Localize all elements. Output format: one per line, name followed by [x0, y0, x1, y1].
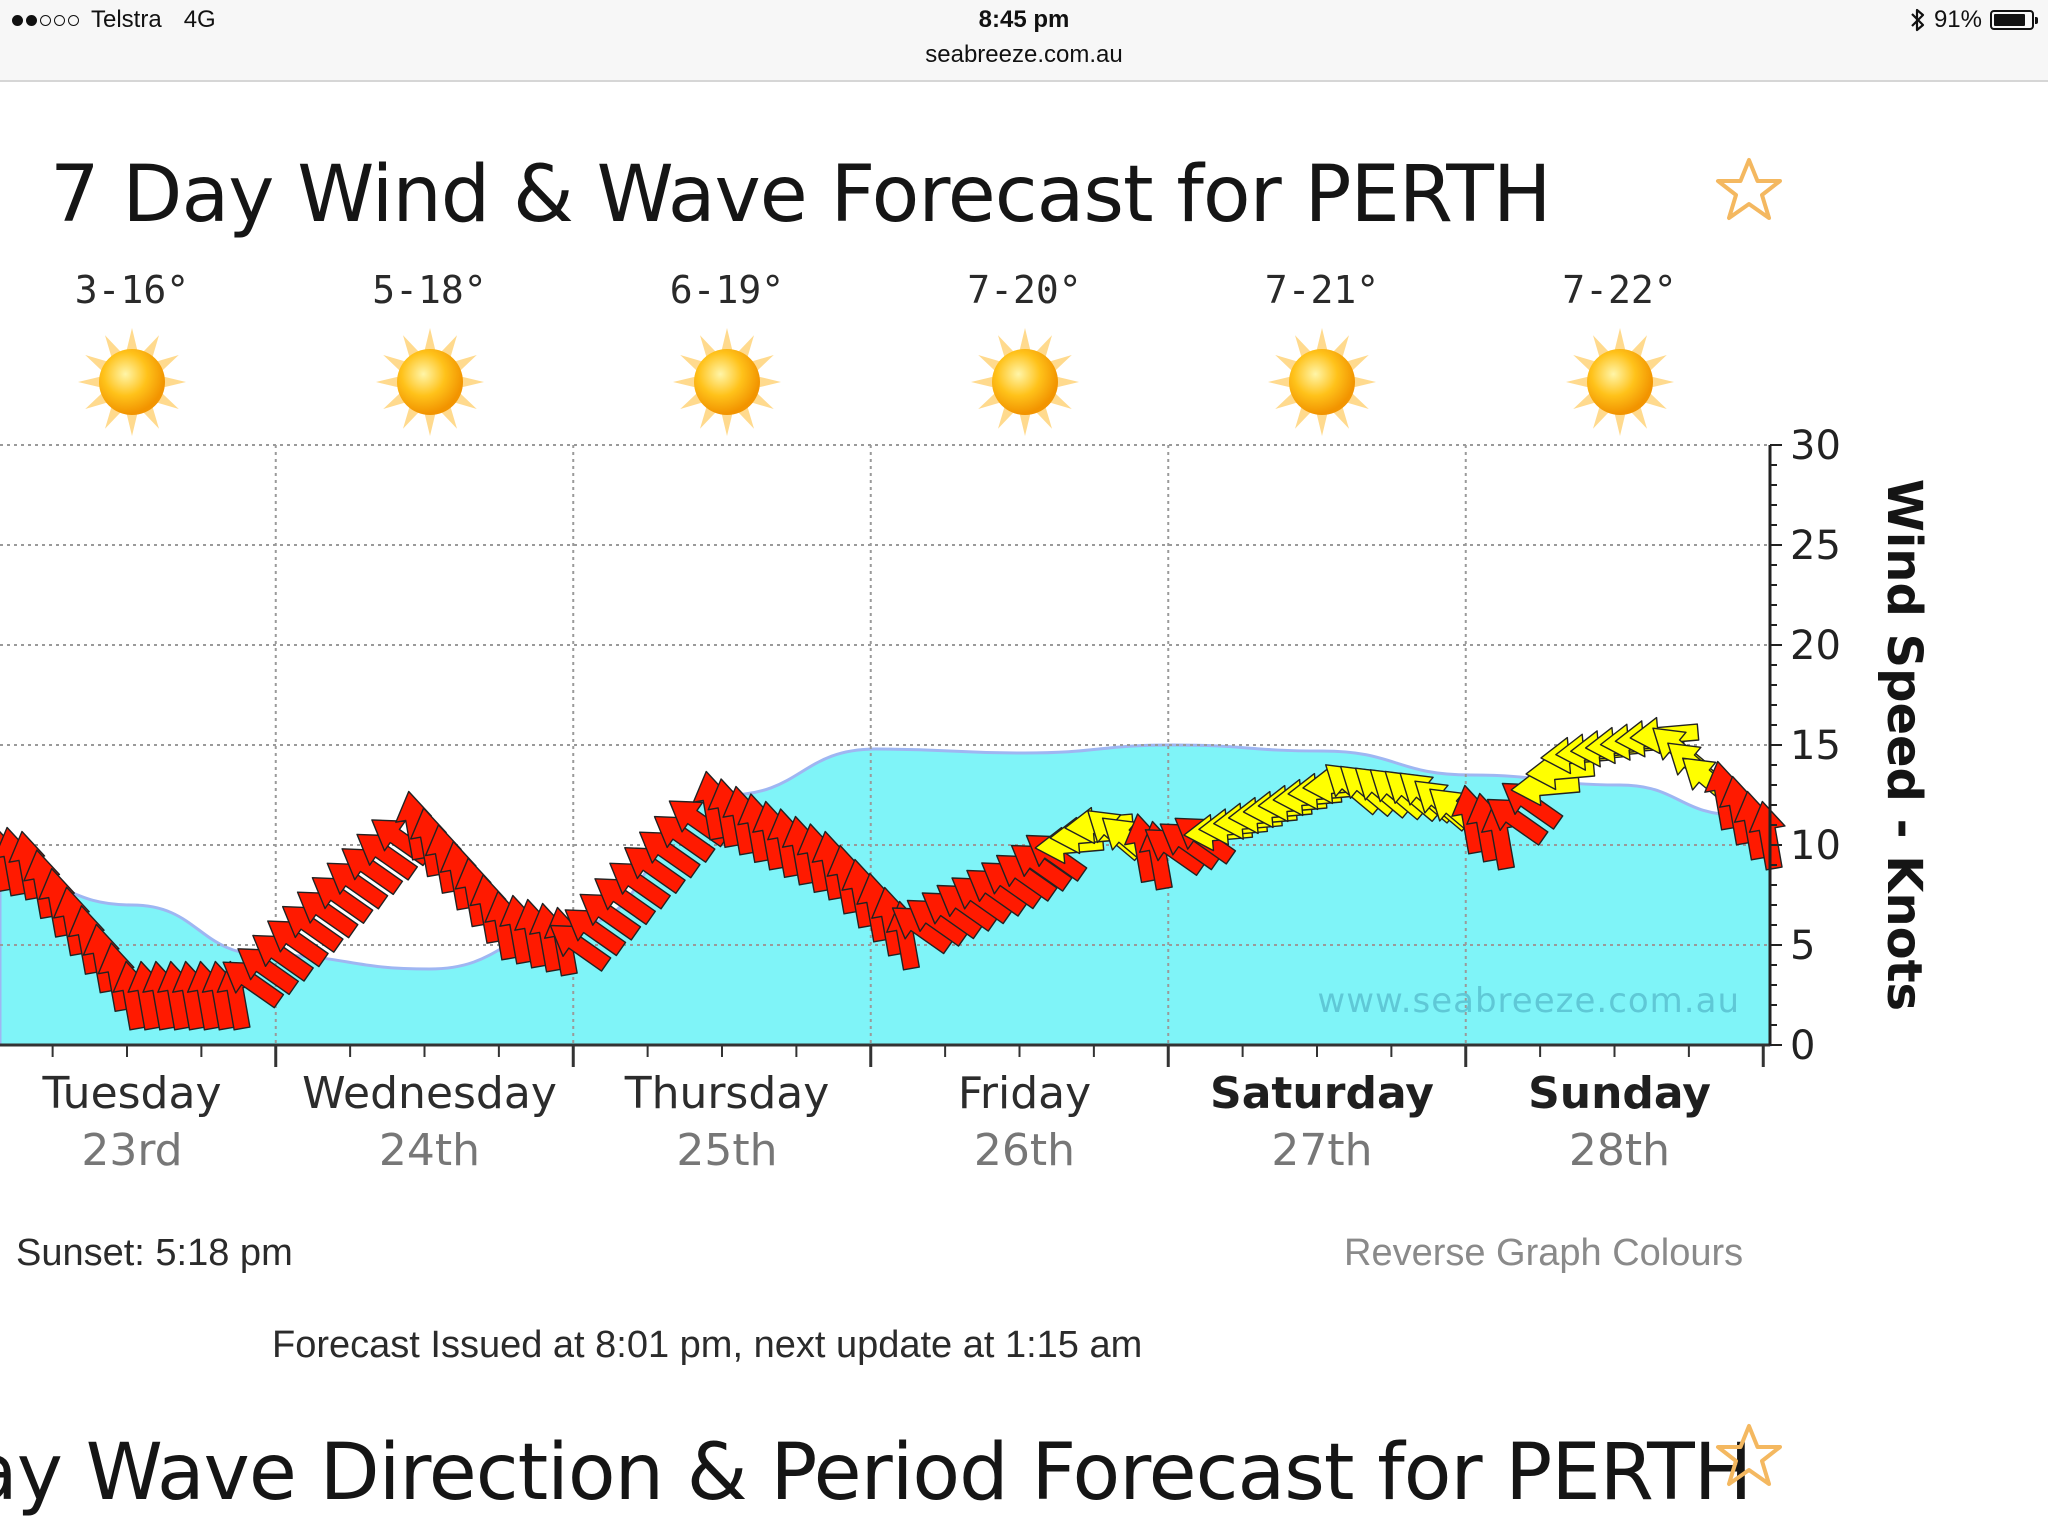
- wind-arrow: [549, 924, 612, 972]
- y-axis-label: Wind Speed - Knots: [1876, 479, 1932, 1011]
- wind-arrow: [222, 961, 285, 1009]
- day-label: Tuesday 23rd: [0, 1068, 272, 1176]
- day-date: 23rd: [81, 1125, 183, 1176]
- sunny-icon: [78, 328, 186, 436]
- wind-arrow: [1486, 798, 1549, 846]
- wind-arrow: [638, 831, 701, 879]
- y-tick-label: 20: [1790, 623, 1841, 669]
- temperature-range: 6-19°: [669, 268, 785, 312]
- day-label: Thursday 25th: [587, 1068, 867, 1176]
- wind-arrow: [341, 848, 404, 896]
- page-title: 7 Day Wind & Wave Forecast for PERTH: [50, 150, 1552, 240]
- day-name: Thursday: [624, 1068, 830, 1119]
- wind-arrow: [252, 934, 314, 982]
- wind-arrow: [237, 948, 300, 996]
- y-tick-label: 0: [1790, 1023, 1815, 1069]
- sunny-icon: [1268, 328, 1376, 436]
- temperature-range: 7-20°: [967, 268, 1082, 312]
- wind-arrows: [0, 716, 1786, 1031]
- y-tick-label: 5: [1790, 923, 1815, 969]
- wind-arrow: [609, 862, 671, 910]
- sunny-icon: [673, 328, 781, 436]
- day-date: 28th: [1568, 1125, 1671, 1176]
- y-tick-label: 25: [1790, 523, 1841, 569]
- signal-dot: [54, 14, 65, 26]
- network-type: 4G: [183, 6, 216, 33]
- wind-arrow: [995, 854, 1058, 902]
- reverse-graph-colours-link[interactable]: Reverse Graph Colours: [1344, 1232, 1744, 1274]
- sunset-time: Sunset: 5:18 pm: [16, 1232, 293, 1274]
- temperature-range: 5-18°: [372, 268, 487, 312]
- day-name: Wednesday: [302, 1068, 557, 1119]
- signal-dot: [40, 14, 51, 26]
- star-outline-icon[interactable]: [1714, 1422, 1784, 1490]
- day-label: Wednesday 24th: [290, 1068, 570, 1176]
- signal-strength-icon: [12, 14, 79, 26]
- day-label: Saturday 27th: [1182, 1068, 1462, 1176]
- wind-arrow: [653, 815, 716, 863]
- sunny-icon: [970, 328, 1079, 436]
- day-name: Tuesday: [42, 1068, 222, 1119]
- section-title-wave-direction: ay Wave Direction & Period Forecast for …: [0, 1428, 1752, 1518]
- battery-percent: 91%: [1933, 6, 1982, 33]
- wind-arrow: [296, 891, 359, 939]
- wind-arrow: [356, 833, 419, 881]
- wind-arrow: [311, 877, 374, 924]
- status-right: 91%: [1910, 6, 2038, 34]
- day-date: 26th: [973, 1125, 1076, 1176]
- forecast-issued-text: Forecast Issued at 8:01 pm, next update …: [272, 1324, 1143, 1366]
- status-bar: Telstra 4G 8:45 pm seabreeze.com.au 91%: [0, 0, 2048, 82]
- day-name: Sunday: [1528, 1068, 1711, 1119]
- day-name: Saturday: [1210, 1068, 1434, 1119]
- wind-arrow: [579, 893, 642, 941]
- wind-arrow: [564, 909, 627, 957]
- wind-arrow: [326, 862, 389, 910]
- star-outline-icon[interactable]: [1714, 156, 1784, 224]
- carrier-name: Telstra: [91, 6, 162, 33]
- wind-arrow: [624, 847, 686, 894]
- wind-arrow: [1748, 800, 1786, 871]
- day-date: 25th: [676, 1125, 778, 1176]
- temperature-range: 7-21°: [1264, 268, 1380, 312]
- wind-arrow: [1010, 844, 1073, 892]
- y-tick-label: 10: [1790, 823, 1841, 869]
- chart-watermark: www.seabreeze.com.au: [1317, 981, 1740, 1021]
- y-tick-label: 15: [1790, 723, 1841, 769]
- bluetooth-icon: [1911, 8, 1925, 32]
- clock: 8:45 pm: [978, 6, 1070, 33]
- battery-icon: [1990, 10, 2038, 30]
- signal-dot: [12, 14, 23, 26]
- address-bar-url[interactable]: seabreeze.com.au: [925, 41, 1123, 68]
- day-date: 27th: [1271, 1125, 1373, 1176]
- day-label: Friday 26th: [885, 1068, 1165, 1176]
- status-left: Telstra 4G: [12, 6, 216, 34]
- wind-arrow: [281, 905, 344, 953]
- day-label: Sunday 28th: [1480, 1068, 1760, 1176]
- signal-dot: [68, 14, 79, 26]
- wind-wave-chart: www.seabreeze.com.au 0 5 10 15 20 25 30 Wind Spe…: [0, 423, 1932, 1069]
- temperature-range: 7-22°: [1562, 268, 1677, 312]
- wind-arrow: [267, 920, 329, 968]
- day-date: 24th: [378, 1125, 481, 1176]
- signal-dot: [26, 14, 37, 26]
- sunny-icon: [1565, 328, 1674, 436]
- day-name: Friday: [957, 1068, 1092, 1119]
- y-tick-label: 30: [1790, 423, 1841, 469]
- temperature-range: 3-16°: [74, 268, 190, 312]
- sunny-icon: [375, 328, 484, 436]
- wind-arrow: [594, 878, 657, 926]
